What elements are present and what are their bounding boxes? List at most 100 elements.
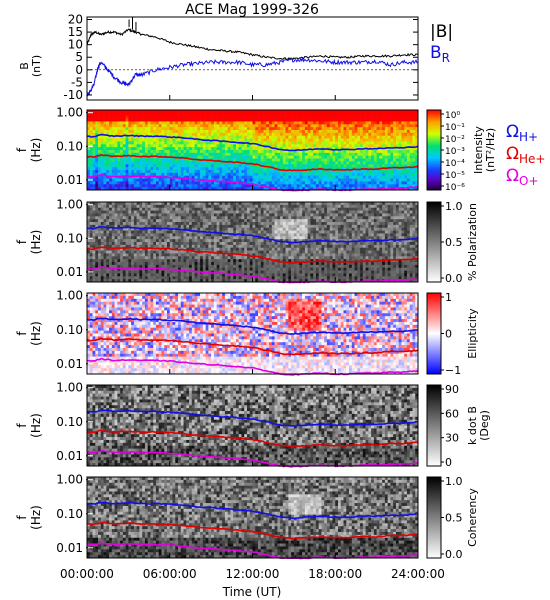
spectrogram-pixel xyxy=(183,236,187,240)
spectrogram-pixel xyxy=(131,242,135,246)
spectrogram-pixel xyxy=(142,239,146,243)
spectrogram-pixel xyxy=(200,222,204,226)
spectrogram-pixel xyxy=(302,138,306,142)
spectrogram-pixel xyxy=(122,273,126,277)
spectrogram-pixel xyxy=(258,138,262,142)
gyrofrequency-Oplus-line xyxy=(87,174,419,192)
spectrogram-pixel xyxy=(238,147,242,151)
spectrogram-pixel xyxy=(211,184,215,188)
spectrogram-pixel xyxy=(224,210,228,214)
spectrogram-pixel xyxy=(368,130,372,134)
spectrogram-pixel xyxy=(412,164,416,168)
spectrogram-pixel xyxy=(194,127,198,131)
spectrogram-pixel xyxy=(106,233,110,237)
spectrogram-pixel xyxy=(161,244,165,249)
spectrogram-pixel xyxy=(158,172,162,177)
spectrogram-pixel xyxy=(296,144,300,148)
spectrogram-pixel xyxy=(122,172,126,177)
spectrogram-pixel xyxy=(144,141,148,145)
spectrogram-pixel xyxy=(216,170,220,174)
spectrogram-pixel xyxy=(338,121,342,125)
spectrogram-pixel xyxy=(106,267,110,271)
spectrogram-pixel xyxy=(222,213,226,217)
spectrogram-pixel xyxy=(307,172,311,177)
spectrogram-pixel xyxy=(255,132,259,137)
spectrogram-pixel xyxy=(133,178,137,182)
spectrogram-pixel xyxy=(92,202,96,206)
spectrogram-pixel xyxy=(384,175,388,179)
spectrogram-pixel xyxy=(189,256,193,260)
spectrogram-pixel xyxy=(92,204,96,209)
spectrogram-pixel xyxy=(393,178,397,182)
spectrogram-pixel xyxy=(404,152,408,157)
spectrogram-pixel xyxy=(186,224,190,229)
spectrogram-pixel xyxy=(144,132,148,137)
spectrogram-pixel xyxy=(291,152,295,157)
spectrogram-pixel xyxy=(178,175,182,179)
spectrogram-pixel xyxy=(120,227,124,231)
spectrogram-pixel xyxy=(205,247,209,251)
spectrogram-pixel xyxy=(117,236,121,240)
spectrogram-pixel xyxy=(125,230,129,234)
spectrogram-pixel xyxy=(219,219,223,223)
spectrogram-pixel xyxy=(117,250,121,254)
spectrogram-pixel xyxy=(202,127,206,131)
spectrogram-pixel xyxy=(100,259,104,263)
spectrogram-pixel xyxy=(197,236,201,240)
spectrogram-pixel xyxy=(324,187,328,191)
spectrogram-pixel xyxy=(194,170,198,174)
spectrogram-pixel xyxy=(269,112,273,117)
spectrogram-pixel xyxy=(340,124,344,128)
spectrogram-pixel xyxy=(335,184,339,188)
spectrogram-pixel xyxy=(227,184,231,188)
spectrogram-pixel xyxy=(238,216,242,220)
spectrogram-pixel xyxy=(144,161,148,165)
spectrogram-pixel xyxy=(357,112,361,117)
spectrogram-pixel xyxy=(235,170,240,174)
spectrogram-pixel xyxy=(293,152,297,157)
spectrogram-pixel xyxy=(169,262,173,266)
spectrogram-pixel xyxy=(219,253,223,257)
spectrogram-pixel xyxy=(371,132,375,137)
spectrogram-pixel xyxy=(131,158,135,162)
spectrogram-pixel xyxy=(238,170,242,174)
spectrogram-pixel xyxy=(117,259,121,263)
spectrogram-pixel xyxy=(360,158,364,162)
spectrogram-pixel xyxy=(117,141,121,145)
spectrogram-pixel xyxy=(351,172,355,177)
spectrogram-pixel xyxy=(87,130,91,134)
spectrogram-pixel xyxy=(100,158,104,162)
spectrogram-pixel xyxy=(109,172,113,177)
spectrogram-pixel xyxy=(233,242,237,246)
spectrogram-pixel xyxy=(224,170,228,174)
spectrogram-pixel xyxy=(89,147,93,151)
spectrogram-pixel xyxy=(180,230,184,234)
spectrogram-pixel xyxy=(186,187,190,191)
spectrogram-pixel xyxy=(219,273,223,277)
spectrogram-pixel xyxy=(166,204,171,209)
spectrogram-pixel xyxy=(235,210,240,214)
spectrogram-pixel xyxy=(346,187,350,191)
spectrogram-pixel xyxy=(164,150,168,154)
spectrogram-pixel xyxy=(144,184,148,188)
spectrogram-pixel xyxy=(263,110,267,114)
spectrogram-pixel xyxy=(238,207,242,211)
spectrogram-pixel xyxy=(169,264,173,269)
spectrogram-pixel xyxy=(365,181,369,185)
spectrogram-pixel xyxy=(398,170,402,174)
spectrogram-pixel xyxy=(175,224,179,229)
spectrogram-pixel xyxy=(241,130,245,134)
spectrogram-pixel xyxy=(150,112,154,117)
spectrogram-pixel xyxy=(197,224,201,229)
spectrogram-pixel xyxy=(318,112,322,117)
spectrogram-pixel xyxy=(263,172,267,177)
spectrogram-pixel xyxy=(189,167,193,171)
spectrogram-pixel xyxy=(213,242,217,246)
spectrogram-pixel xyxy=(241,147,245,151)
spectrogram-pixel xyxy=(205,155,209,159)
spectrogram-pixel xyxy=(183,267,187,271)
spectrogram-pixel xyxy=(202,210,206,214)
spectrogram-pixel xyxy=(324,150,328,154)
spectrogram-pixel xyxy=(219,184,223,188)
spectrogram-pixel xyxy=(332,187,336,191)
